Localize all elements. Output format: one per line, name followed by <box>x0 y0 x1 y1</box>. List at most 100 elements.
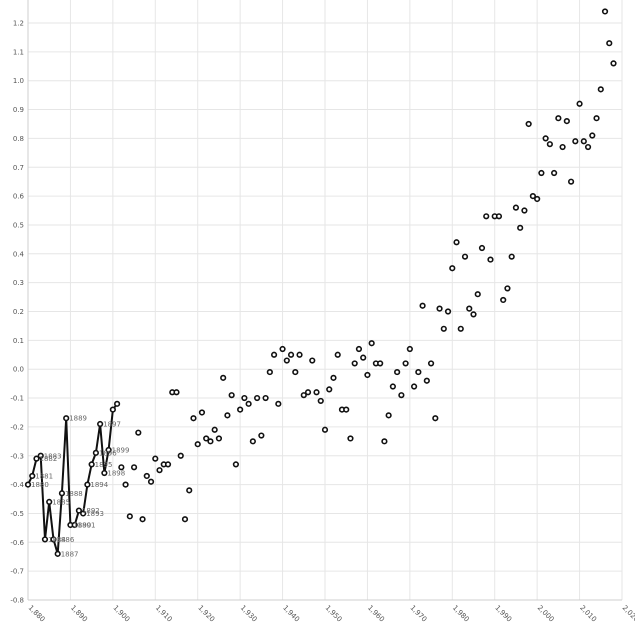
data-point <box>504 285 511 292</box>
data-point <box>24 481 32 488</box>
data-point <box>309 357 316 364</box>
point-label: 1883 <box>44 452 62 460</box>
data-point <box>156 467 163 474</box>
data-point <box>449 265 456 272</box>
data-point <box>41 536 49 543</box>
y-tick-label: -0.8 <box>10 597 24 605</box>
y-tick-label: 1.1 <box>13 48 24 56</box>
grid-lines <box>27 0 623 601</box>
data-point <box>419 302 426 309</box>
y-tick-label: -0.6 <box>10 539 24 547</box>
data-point <box>113 400 121 407</box>
data-point <box>461 253 469 260</box>
data-point <box>610 60 617 67</box>
data-point <box>215 435 223 442</box>
data-point <box>538 169 545 177</box>
x-tick-label: 1,920 <box>196 604 216 624</box>
y-tick-label: 0.1 <box>13 337 24 345</box>
data-point <box>300 392 307 399</box>
data-point <box>355 345 363 353</box>
data-point <box>249 438 256 445</box>
x-tick-label: 2,010 <box>578 604 598 624</box>
data-point <box>147 478 155 485</box>
data-point <box>330 374 337 381</box>
y-tick-label: 0.4 <box>13 250 25 258</box>
data-point <box>304 389 312 396</box>
x-tick-label: 1,940 <box>281 604 301 624</box>
data-point <box>245 400 252 407</box>
point-label: 1881 <box>35 472 53 480</box>
data-point <box>266 368 273 376</box>
data-point <box>563 117 570 125</box>
data-point <box>203 435 210 442</box>
x-tick-label: 2,000 <box>536 604 556 624</box>
data-point <box>398 392 405 399</box>
data-point <box>546 141 553 148</box>
data-point <box>109 406 116 413</box>
data-point <box>33 455 40 462</box>
data-point <box>453 239 460 246</box>
data-point <box>423 377 430 384</box>
data-point <box>181 516 189 523</box>
data-point <box>572 138 579 145</box>
point-label: 1897 <box>103 421 121 429</box>
data-point <box>143 472 150 480</box>
data-point <box>130 464 138 471</box>
data-point <box>71 521 78 529</box>
point-label: 1882 <box>39 455 57 463</box>
data-point <box>584 143 592 151</box>
data-point <box>427 360 435 367</box>
data-point <box>343 406 350 413</box>
data-point <box>279 345 286 353</box>
point-label: 1888 <box>65 490 83 498</box>
data-point <box>207 438 214 445</box>
data-point <box>80 510 87 517</box>
data-point <box>347 435 354 442</box>
point-label: 1895 <box>95 461 113 469</box>
axes <box>27 0 622 601</box>
data-point <box>105 446 112 454</box>
data-point <box>377 360 384 367</box>
data-point <box>381 438 388 445</box>
data-point <box>495 213 503 220</box>
data-point <box>241 394 248 402</box>
point-label: 1885 <box>52 498 70 506</box>
data-point <box>254 394 261 402</box>
data-point <box>521 207 528 214</box>
y-tick-label: -0.1 <box>10 395 24 403</box>
data-point <box>597 86 604 93</box>
data-point <box>466 305 473 312</box>
data-point <box>118 464 125 471</box>
data-point <box>508 253 515 260</box>
data-point <box>321 426 329 433</box>
data-point <box>220 374 227 381</box>
y-tick-label: 0.0 <box>13 366 24 374</box>
data-point <box>50 536 57 543</box>
y-tick-label: 0.3 <box>13 279 24 287</box>
y-tick-label: -0.4 <box>10 481 24 489</box>
point-label: 1899 <box>112 446 130 454</box>
data-point <box>326 386 333 393</box>
data-point <box>593 115 600 122</box>
data-point <box>517 224 524 231</box>
data-point <box>474 291 481 298</box>
data-point <box>576 100 583 107</box>
y-tick-label: -0.7 <box>10 568 24 576</box>
point-label: 1891 <box>78 521 96 529</box>
data-point <box>101 469 108 477</box>
x-tick-label: 1,900 <box>111 604 131 624</box>
data-point <box>394 368 401 376</box>
data-point <box>186 487 193 494</box>
data-point <box>368 340 375 347</box>
data-point <box>385 412 392 419</box>
point-label: 1886 <box>56 536 74 544</box>
data-point <box>46 498 53 506</box>
data-point <box>164 461 172 468</box>
x-tick-label: 1,930 <box>239 604 259 624</box>
data-point <box>601 8 609 15</box>
point-label: 1889 <box>69 415 87 423</box>
data-point <box>580 138 587 145</box>
y-tick-label: -0.5 <box>10 510 24 518</box>
data-point <box>470 311 477 318</box>
